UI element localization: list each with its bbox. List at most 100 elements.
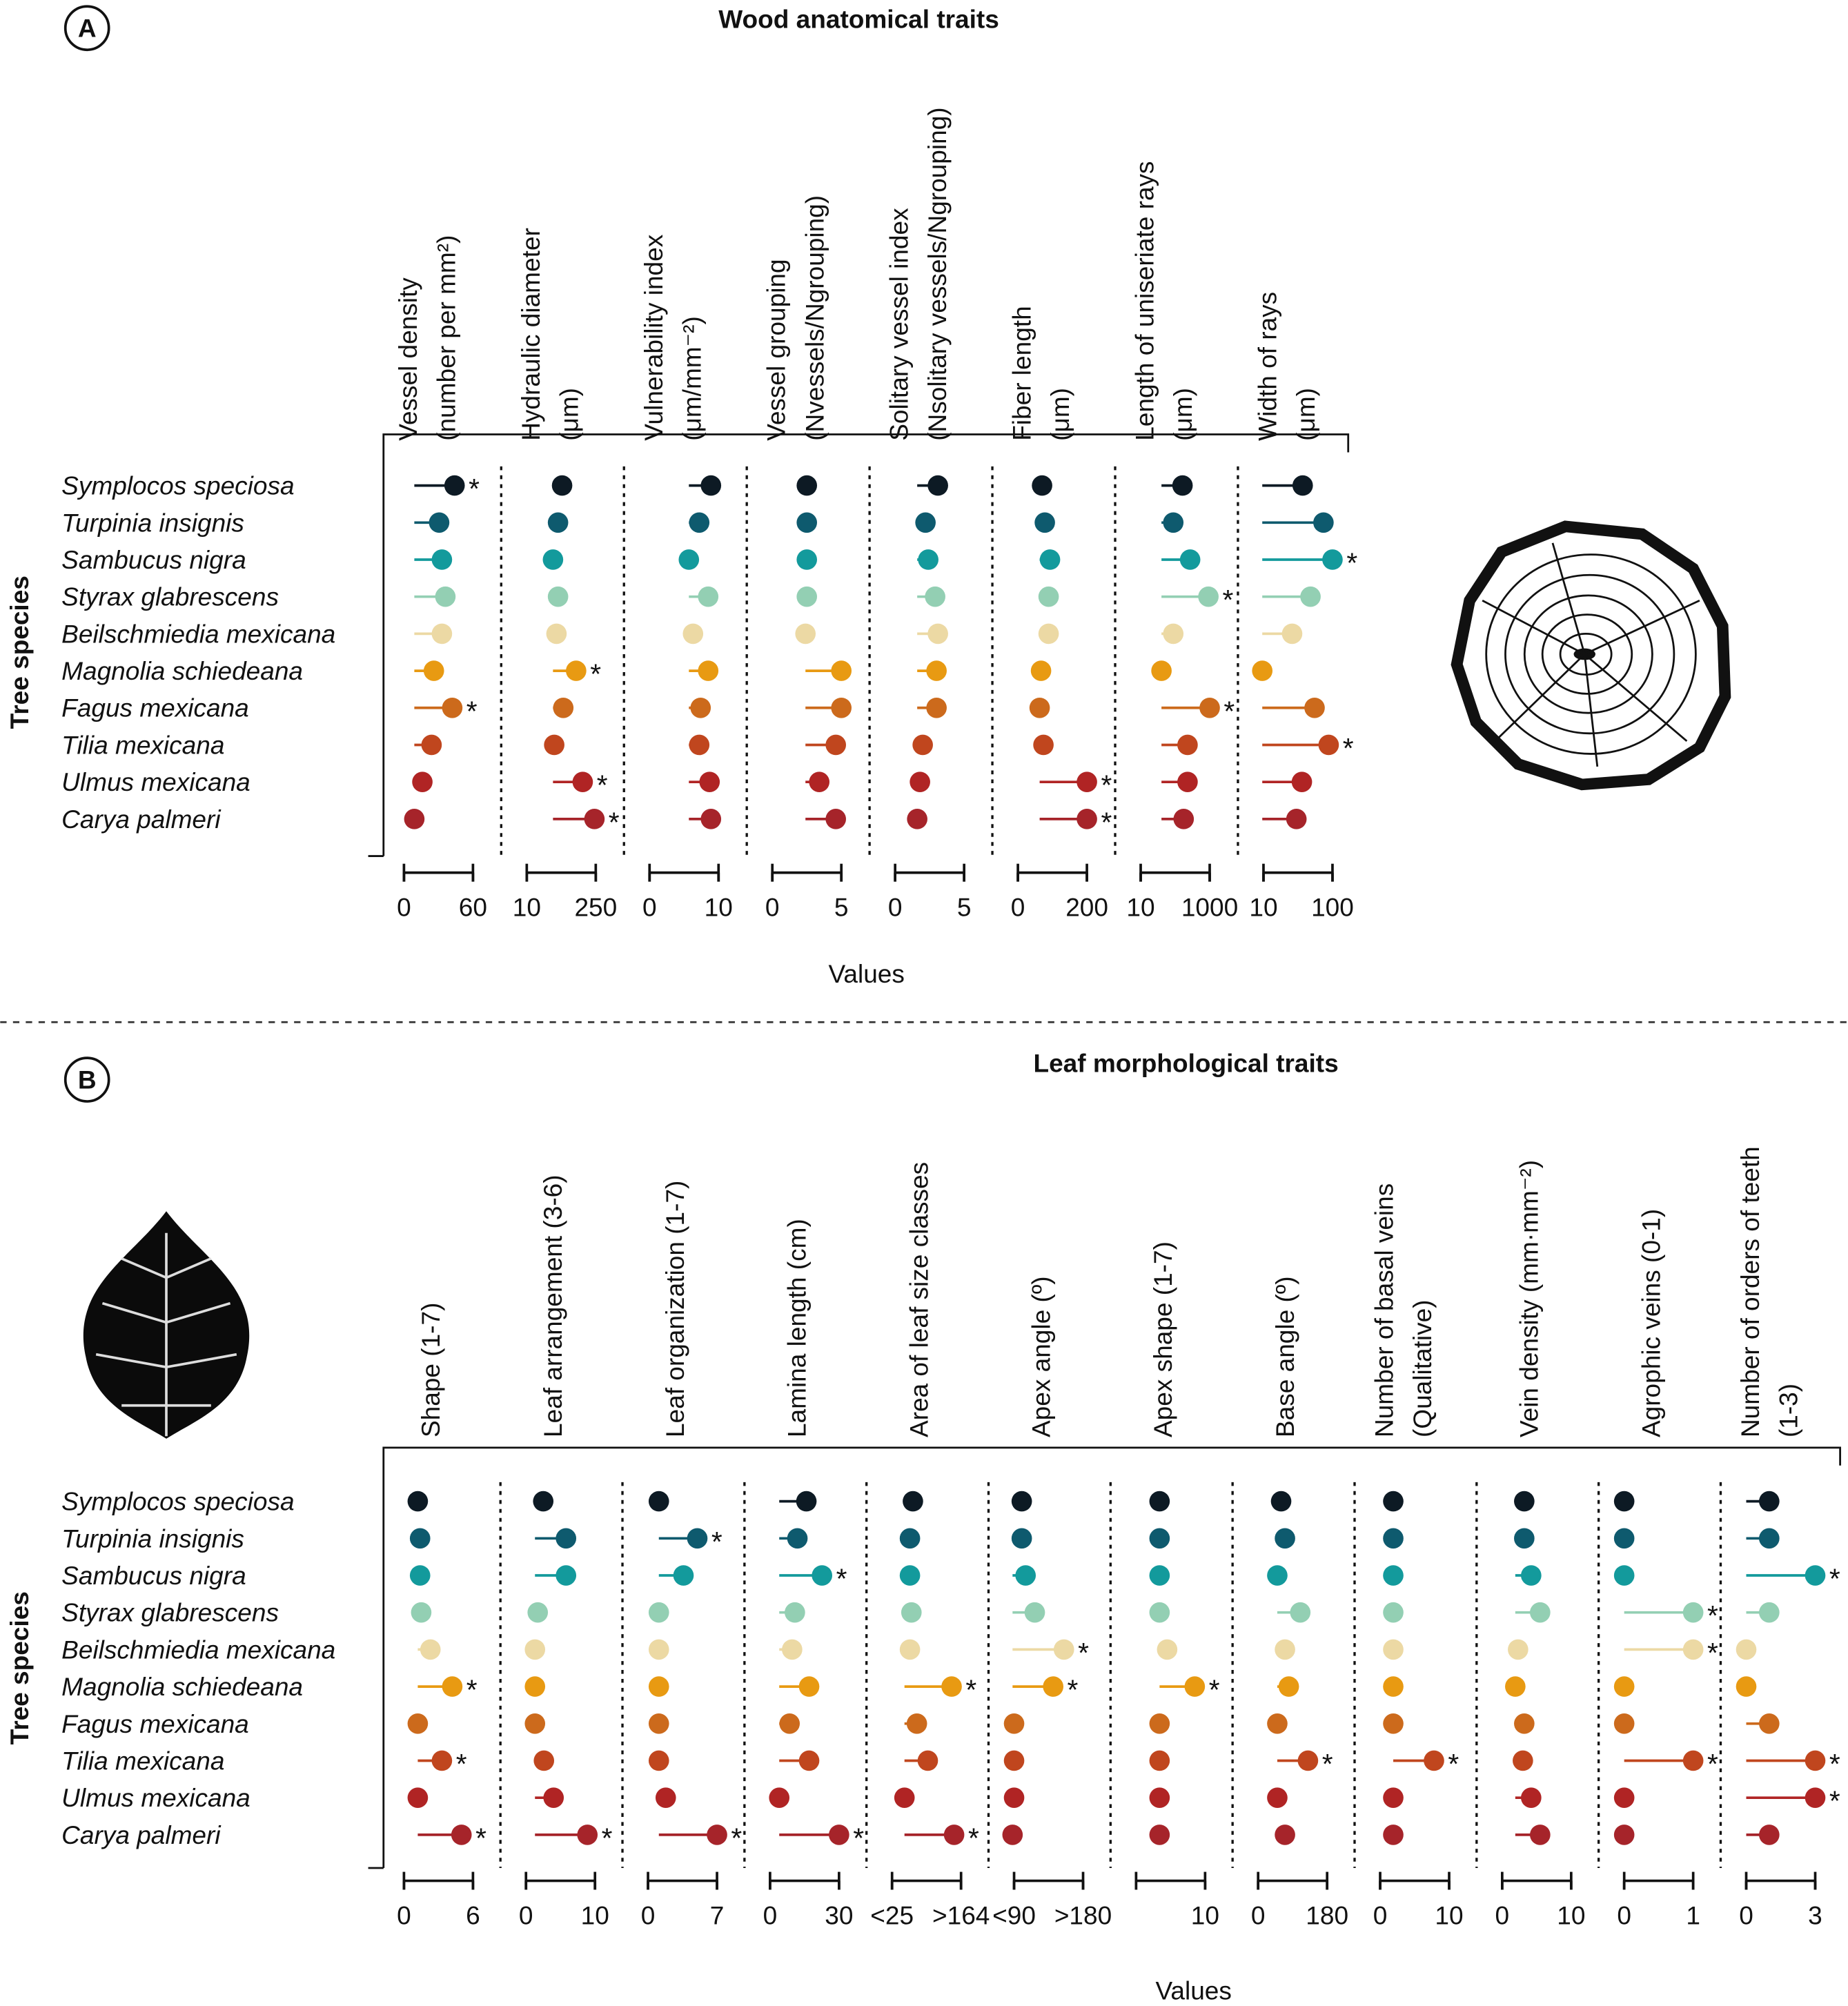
dot: [926, 660, 947, 681]
significance-marker: *: [1322, 1748, 1333, 1780]
dot: [1322, 549, 1343, 570]
dot: [1805, 1750, 1826, 1771]
dot: [1270, 1491, 1292, 1512]
dot: [927, 623, 948, 645]
dot: [1034, 512, 1055, 533]
dot: [421, 734, 442, 756]
x-tick-label: 30: [825, 1900, 853, 1929]
dot: [1613, 1713, 1635, 1734]
chart-title: Wood anatomical traits: [718, 5, 999, 34]
species-label: Beilschmiedia mexicana: [61, 619, 335, 648]
x-tick-label: 0: [765, 893, 780, 922]
x-tick-label: 0: [397, 893, 411, 922]
dot: [1682, 1750, 1704, 1771]
dot: [673, 1565, 694, 1586]
dot: [796, 549, 818, 570]
trait-title: (μm): [1291, 388, 1320, 441]
species-label: Symplocos speciosa: [61, 1487, 294, 1516]
dot: [1077, 809, 1097, 829]
significance-marker: *: [469, 473, 480, 504]
dot: [1275, 1528, 1295, 1549]
dot: [1383, 1565, 1404, 1586]
dot: [412, 771, 433, 792]
trait-title: Number of orders of teeth: [1736, 1146, 1765, 1437]
dot: [1033, 734, 1054, 756]
trait-title: Leaf arrangement (3-6): [538, 1174, 567, 1437]
species-label: Carya palmeri: [61, 1820, 222, 1849]
dot: [544, 734, 564, 756]
dot: [690, 697, 711, 718]
significance-marker: *: [1829, 1563, 1840, 1595]
dot: [1151, 660, 1172, 681]
dot: [915, 512, 936, 533]
dot: [1682, 1602, 1704, 1623]
dot: [707, 1825, 727, 1845]
dot: [1736, 1639, 1757, 1660]
dot: [1514, 1713, 1535, 1734]
trait-title: Vulnerability index: [639, 234, 668, 441]
dot: [798, 1676, 820, 1697]
x-tick-label: 10: [513, 893, 541, 922]
dot: [1383, 1713, 1404, 1734]
dot: [1759, 1713, 1780, 1734]
dot: [1177, 771, 1198, 792]
dot: [1736, 1676, 1757, 1697]
dot: [687, 1528, 708, 1549]
trait-title: (μm): [1045, 388, 1074, 441]
dot: [1682, 1639, 1704, 1660]
dot: [899, 1565, 921, 1586]
dot: [1275, 1825, 1295, 1845]
x-tick-label: 10: [1249, 893, 1277, 922]
x-tick-label: 5: [957, 893, 972, 922]
dot: [678, 549, 700, 570]
trait-title: Vessel density: [393, 277, 422, 441]
x-tick-label: 0: [397, 1900, 411, 1929]
dot: [1508, 1639, 1528, 1660]
dot: [1163, 623, 1184, 645]
x-tick-label: 1000: [1181, 893, 1238, 922]
dot: [1613, 1825, 1635, 1845]
species-label: Magnolia schiedeana: [61, 656, 303, 685]
dot: [648, 1676, 669, 1697]
dot: [409, 1565, 431, 1586]
dot: [1252, 660, 1273, 681]
dot: [1278, 1676, 1299, 1697]
dot: [699, 771, 720, 792]
dot: [546, 623, 567, 645]
dot: [1530, 1602, 1551, 1623]
x-tick-label: 180: [1306, 1900, 1348, 1929]
dot: [1163, 512, 1184, 533]
dot: [442, 697, 463, 718]
dot: [584, 809, 605, 829]
species-label: Turpinia insignis: [61, 1524, 244, 1553]
dot: [1613, 1528, 1635, 1549]
significance-marker: *: [1223, 584, 1234, 616]
trait-title: (μm): [554, 388, 583, 441]
significance-marker: *: [466, 695, 478, 727]
x-axis-label: Values: [828, 959, 904, 988]
dot: [927, 475, 948, 496]
panel-label: B: [78, 1065, 97, 1094]
trait-title: Number of basal veins: [1370, 1183, 1399, 1437]
species-label: Magnolia schiedeana: [61, 1672, 303, 1701]
tree-ring-illustration: [1451, 520, 1731, 791]
dot: [1149, 1491, 1170, 1512]
dot: [1613, 1787, 1635, 1809]
species-label: Tilia mexicana: [61, 730, 224, 759]
dot: [1521, 1565, 1542, 1586]
dot: [700, 475, 722, 496]
dot: [1514, 1528, 1535, 1549]
dot: [442, 1676, 463, 1697]
dot: [1759, 1528, 1780, 1549]
dot: [543, 1787, 564, 1809]
dot: [1039, 549, 1061, 570]
dot: [1513, 1750, 1533, 1771]
dot: [1383, 1787, 1404, 1809]
dot: [825, 809, 847, 829]
dot: [1275, 1639, 1295, 1660]
dot: [1805, 1565, 1826, 1586]
x-tick-label: <90: [992, 1900, 1036, 1929]
dot: [1383, 1825, 1404, 1845]
dot: [700, 809, 722, 829]
dot: [1198, 586, 1219, 607]
